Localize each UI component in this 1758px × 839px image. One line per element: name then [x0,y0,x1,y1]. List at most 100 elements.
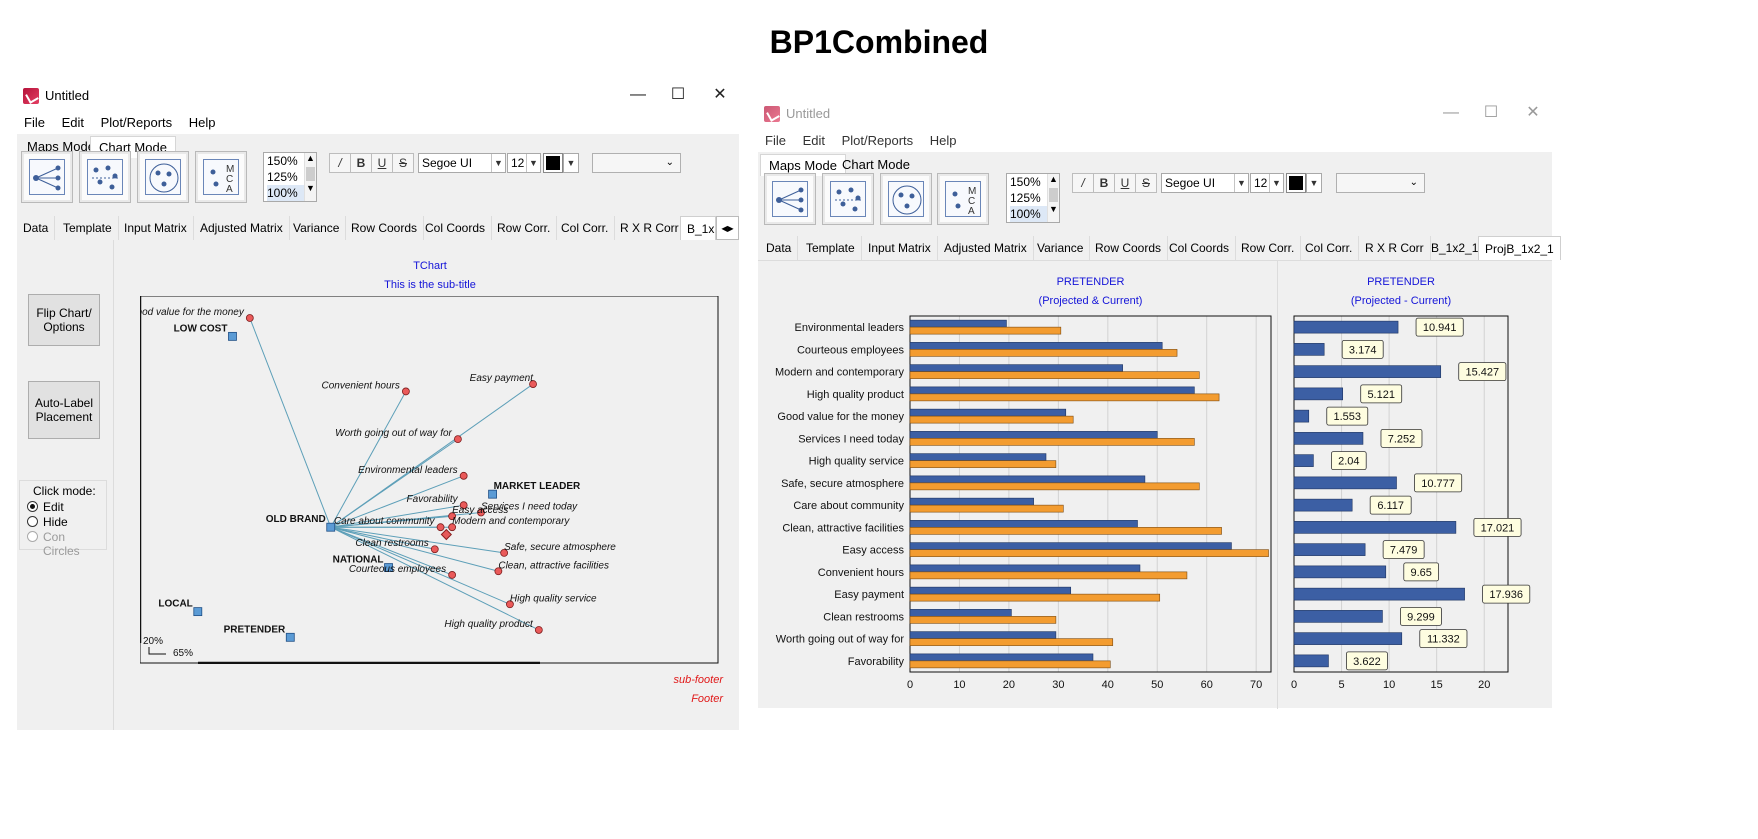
font-size-select[interactable]: 12 ▼ [507,153,541,173]
point-clean-restrooms[interactable] [430,545,439,554]
zoom-option-150[interactable]: 150% [1010,175,1041,189]
label-old-brand[interactable]: OLD BRAND [266,514,326,525]
tab-col-corr[interactable]: Col Corr. [1299,236,1360,260]
brand-local[interactable] [193,607,203,617]
tab-row-coords[interactable]: Row Coords [1089,236,1169,260]
tab-col-coords[interactable]: Col Coords [1163,236,1237,260]
label-services-i-need-today[interactable]: Services I need today [481,502,578,513]
label-easy-access[interactable]: Easy access [452,505,508,516]
tab-col-coords[interactable]: Col Coords [419,216,493,240]
strikethrough-button[interactable]: S [392,153,414,173]
font-size-select[interactable]: 12 ▼ [1250,173,1284,193]
underline-button[interactable]: U [1114,173,1136,193]
point-high-quality-product[interactable] [534,626,543,634]
label-low-cost[interactable]: LOW COST [174,323,228,334]
brand-old-brand[interactable] [326,522,336,532]
tab-variance[interactable]: Variance [1031,236,1091,260]
bold-button[interactable]: B [1093,173,1115,193]
bold-button[interactable]: B [350,153,372,173]
point-easy-access[interactable] [448,512,457,521]
font-name-select[interactable]: Segoe UI ▼ [418,153,506,173]
tab-maps-mode[interactable]: Maps Mode [27,139,95,154]
radio-edit[interactable]: Edit [27,500,99,515]
tab-input-matrix[interactable]: Input Matrix [862,236,938,260]
minimize-icon[interactable]: — [1443,104,1459,121]
point-environmental-leaders[interactable] [459,471,468,480]
style-combo[interactable]: ⌄ [592,153,681,173]
menu-file[interactable]: File [24,115,45,130]
tool-scatter-button[interactable] [79,151,131,203]
maximize-icon[interactable]: ☐ [1483,104,1499,121]
label-favorability[interactable]: Favorability [407,494,459,505]
menu-plot-reports[interactable]: Plot/Reports [841,133,914,148]
zoom-list[interactable]: 150% 125% 100% ▲ ▼ [1006,173,1060,223]
point-worth-going-out-of-way-for[interactable] [453,435,462,444]
tab-input-matrix[interactable]: Input Matrix [118,216,194,240]
perceptual-map[interactable]: Good value for the money LOW COST Convenie… [140,296,719,664]
point-favorability[interactable] [459,501,468,510]
tab-rxr-corr[interactable]: R X R Corr [614,216,686,240]
point-services-i-need-today[interactable] [477,508,485,517]
point-care-about-community[interactable] [436,523,445,532]
point-good-value-for-the-money[interactable] [245,314,254,322]
tab-template[interactable]: Template [800,236,862,260]
font-color-dropdown[interactable]: ▼ [563,153,579,173]
point-easy-payment[interactable] [529,380,537,388]
zoom-list[interactable]: 150% 125% 100% ▲ ▼ [263,152,317,202]
zoom-option-125[interactable]: 125% [267,170,298,184]
point-safe-secure-atmosphere[interactable] [500,548,509,557]
font-color-picker[interactable] [543,153,563,173]
label-clean-restrooms[interactable]: Clean restrooms [355,538,428,549]
zoom-option-100[interactable]: 100% [1010,206,1048,222]
point-courteous-employees[interactable] [448,571,457,579]
menu-plot-reports[interactable]: Plot/Reports [100,115,173,130]
label-care-about-community[interactable]: Care about community [334,516,436,527]
zoom-scrollbar[interactable]: ▲ ▼ [1047,174,1059,222]
menu-edit[interactable]: Edit [802,133,825,148]
menu-help[interactable]: Help [188,115,216,130]
label-safe-secure-atmosphere[interactable]: Safe, secure atmosphere [504,542,616,553]
tab-row-coords[interactable]: Row Coords [345,216,425,240]
tab-data[interactable]: Data [17,216,56,240]
brand-low-cost[interactable] [228,331,237,341]
label-high-quality-service[interactable]: High quality service [510,593,597,604]
label-good-value-for-the-money[interactable]: Good value for the money [140,307,245,318]
tab-row-corr[interactable]: Row Corr. [1235,236,1302,260]
label-worth-going-out-of-way-for[interactable]: Worth going out of way for [335,428,452,439]
tab-maps-mode[interactable]: Maps Mode [760,154,846,176]
label-easy-payment[interactable]: Easy payment [470,373,535,384]
label-convenient-hours[interactable]: Convenient hours [321,380,399,391]
brand-market-leader[interactable] [488,489,497,499]
tab-b1x2-1[interactable]: B_1x2_1 [1425,236,1486,260]
label-modern-and-contemporary[interactable]: Modern and contemporary [452,516,570,527]
flip-chart-options-button[interactable]: Flip Chart/ Options [28,294,100,346]
label-local[interactable]: LOCAL [158,599,192,610]
zoom-option-150[interactable]: 150% [267,154,298,168]
tool-circle-map-button[interactable] [137,151,189,203]
tab-template[interactable]: Template [57,216,119,240]
zoom-option-125[interactable]: 125% [1010,191,1041,205]
tab-scroll-arrows[interactable]: ◀▶ [716,216,739,240]
tab-rxr-corr[interactable]: R X R Corr [1359,236,1431,260]
tool-scatter-button[interactable] [822,173,874,225]
point-convenient-hours[interactable] [401,387,410,396]
label-clean-attractive-facilities[interactable]: Clean, attractive facilities [498,560,609,571]
menu-help[interactable]: Help [929,133,957,148]
tab-b1x2[interactable]: B_1x2 [680,216,716,240]
label-pretender[interactable]: PRETENDER [224,624,286,635]
menu-file[interactable]: File [765,133,786,148]
point-modern-and-contemporary[interactable] [448,523,457,532]
label-market-leader[interactable]: MARKET LEADER [494,481,581,492]
point-high-quality-service[interactable] [506,600,514,609]
tab-projb-1x2-1[interactable]: ProjB_1x2_1 [1478,236,1561,260]
brand-national[interactable] [384,563,393,572]
tab-col-corr[interactable]: Col Corr. [555,216,616,240]
underline-button[interactable]: U [371,153,393,173]
font-color-picker[interactable] [1286,173,1306,193]
close-icon[interactable]: ✕ [713,86,727,103]
zoom-scrollbar[interactable]: ▲ ▼ [304,153,316,201]
radio-hide[interactable]: Hide [27,515,99,530]
style-combo[interactable]: ⌄ [1336,173,1425,193]
label-courteous-employees[interactable]: Courteous employees [349,564,446,575]
